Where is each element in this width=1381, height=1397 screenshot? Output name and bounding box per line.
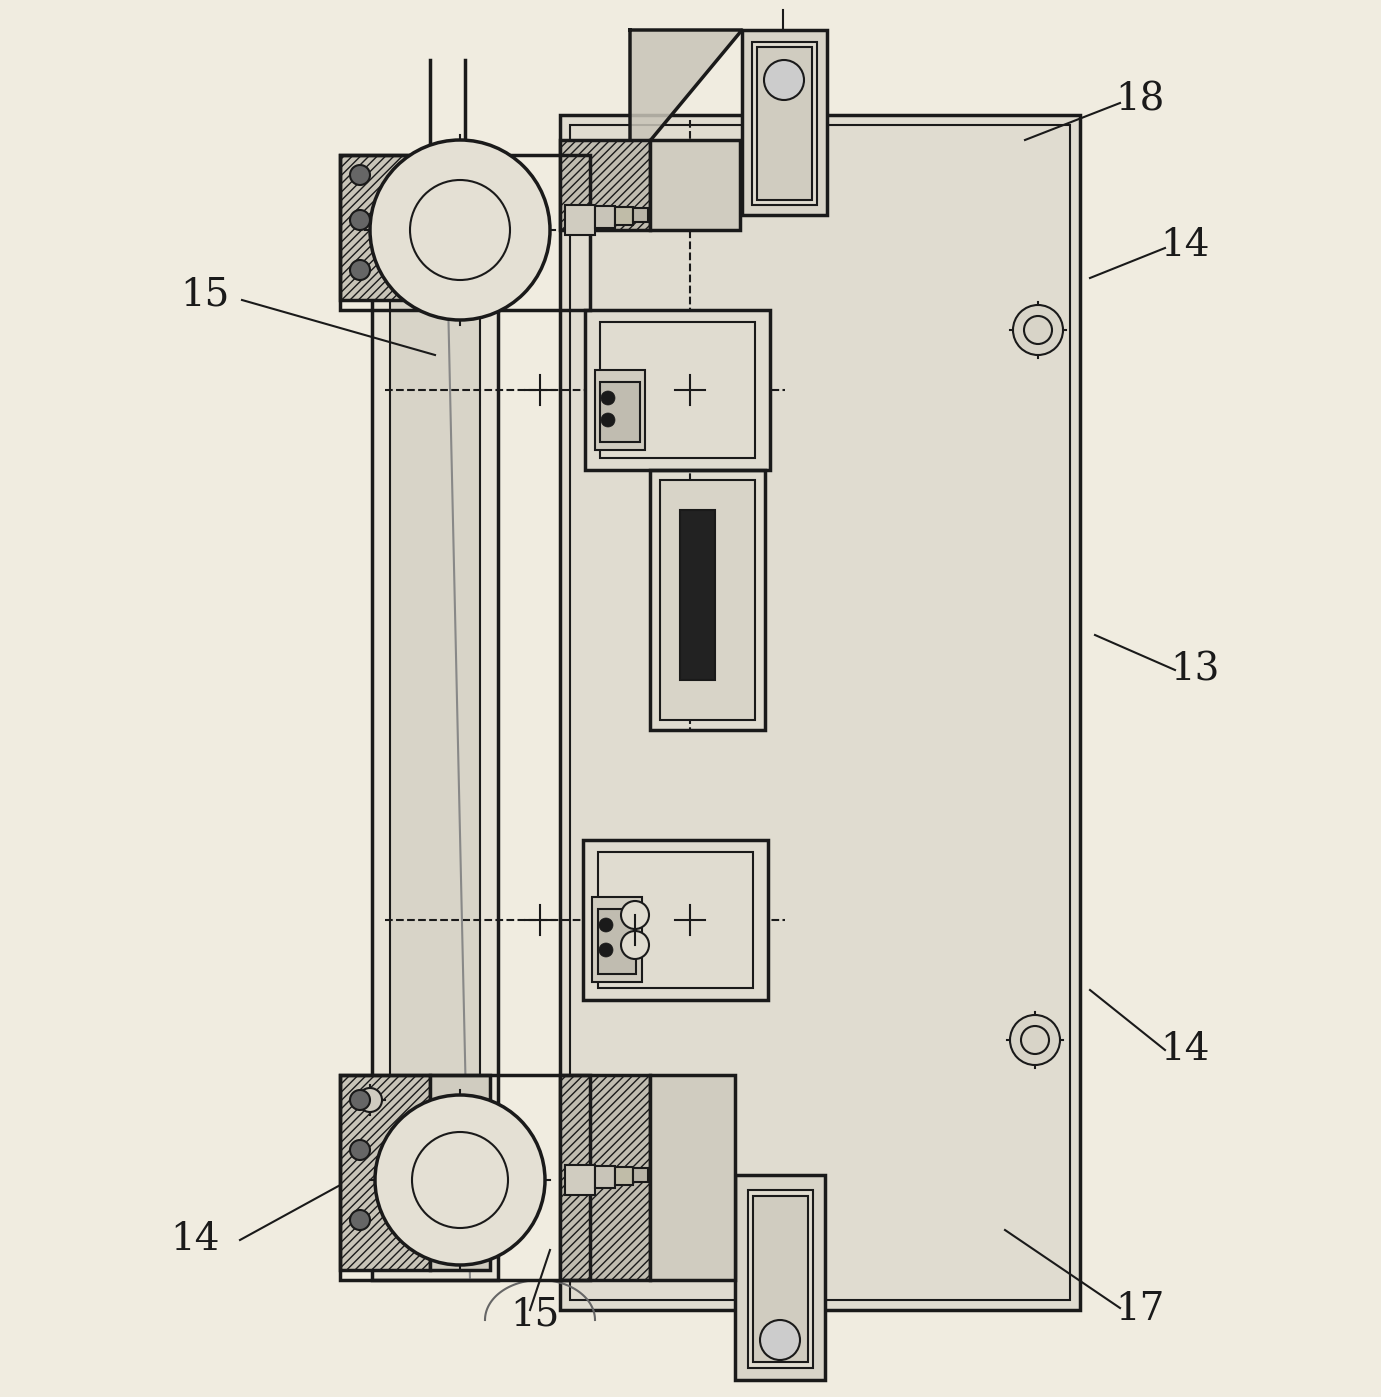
Bar	[679, 510, 715, 680]
Text: 17: 17	[1116, 1291, 1164, 1329]
Bar	[340, 155, 590, 310]
Bar	[340, 1076, 590, 1280]
Circle shape	[376, 1095, 545, 1266]
Circle shape	[370, 140, 550, 320]
Bar	[565, 205, 595, 235]
Circle shape	[349, 260, 370, 279]
Circle shape	[349, 1140, 370, 1160]
Bar	[429, 1076, 490, 1270]
Bar	[371, 165, 499, 1280]
Bar	[615, 207, 632, 225]
Bar	[615, 1166, 632, 1185]
Circle shape	[601, 391, 615, 405]
Bar	[340, 155, 429, 300]
Bar	[595, 370, 645, 450]
Bar	[429, 155, 490, 300]
Polygon shape	[630, 29, 742, 165]
Bar	[595, 1166, 615, 1187]
Circle shape	[601, 414, 615, 427]
Bar	[660, 481, 755, 719]
Bar	[561, 140, 650, 231]
Bar	[592, 897, 642, 982]
Bar	[753, 42, 818, 205]
Text: 13: 13	[1170, 651, 1219, 689]
Text: 14: 14	[170, 1221, 220, 1259]
Text: 18: 18	[1116, 81, 1164, 119]
Bar	[632, 208, 648, 222]
Text: 15: 15	[511, 1296, 559, 1334]
Bar	[389, 184, 481, 1260]
Text: 14: 14	[1160, 226, 1210, 264]
Circle shape	[1014, 305, 1063, 355]
Bar	[735, 1175, 824, 1380]
Bar	[565, 1165, 595, 1194]
Bar	[583, 840, 768, 1000]
Circle shape	[760, 1320, 800, 1361]
Circle shape	[349, 210, 370, 231]
Circle shape	[621, 901, 649, 929]
Text: 15: 15	[181, 277, 229, 313]
Circle shape	[358, 1088, 383, 1112]
Bar	[749, 1190, 813, 1368]
Bar	[650, 140, 740, 231]
Bar	[586, 310, 771, 469]
Bar	[599, 321, 755, 458]
Bar	[598, 909, 637, 974]
Bar	[632, 1168, 648, 1182]
Bar	[650, 469, 765, 731]
Bar	[742, 29, 827, 215]
Circle shape	[764, 60, 804, 101]
Circle shape	[599, 918, 613, 932]
Bar	[757, 47, 812, 200]
Bar	[340, 1076, 429, 1270]
Bar	[753, 1196, 808, 1362]
Circle shape	[349, 1210, 370, 1229]
Bar	[561, 1076, 650, 1280]
Bar	[561, 115, 1080, 1310]
Circle shape	[349, 1090, 370, 1111]
Circle shape	[621, 930, 649, 958]
Circle shape	[1010, 1016, 1061, 1065]
Bar	[599, 381, 639, 441]
Text: 14: 14	[1160, 1031, 1210, 1069]
Bar	[598, 852, 753, 988]
Circle shape	[349, 165, 370, 184]
Circle shape	[599, 943, 613, 957]
Bar	[595, 205, 615, 228]
Bar	[570, 124, 1070, 1301]
Bar	[650, 1076, 735, 1280]
